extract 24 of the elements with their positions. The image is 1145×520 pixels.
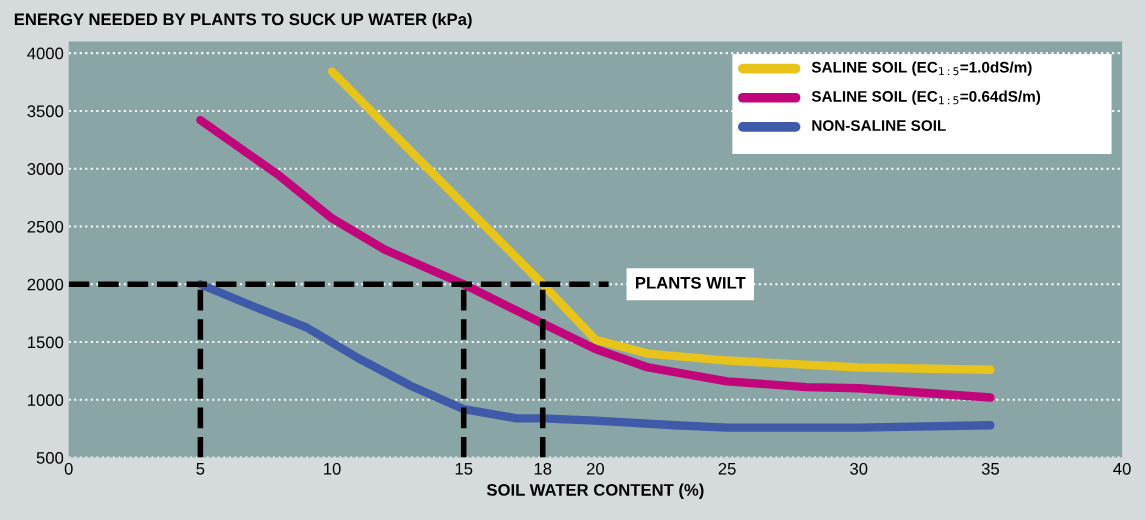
ref-line-label: PLANTS WILT (636, 276, 746, 289)
x-axis-title: SOIL WATER CONTENT (%) (486, 483, 704, 500)
y-tick-label: 3000 (27, 163, 64, 175)
x-tick-label: 10 (324, 462, 341, 475)
x-tick-label: 20 (586, 462, 605, 475)
legend-label: SALINE SOIL (EC$_{1:5}$=1.0dS/m) (811, 61, 1032, 76)
legend-label: NON-SALINE SOIL (812, 120, 946, 131)
x-tick-label: 18 (534, 462, 552, 475)
y-tick-label: 1500 (28, 336, 64, 349)
y-axis-title: ENERGY NEEDED BY PLANTS TO SUCK UP WATER (kPa) (14, 13, 472, 29)
y-tick-label: 500 (36, 452, 64, 464)
x-tick-label: 35 (981, 462, 999, 475)
y-tick-label: 4000 (27, 47, 64, 60)
x-tick-label: 40 (1113, 462, 1131, 475)
y-tick-label: 1000 (28, 394, 64, 407)
y-tick-label: 2500 (27, 220, 64, 233)
legend-label: SALINE SOIL (EC$_{1:5}$=0.64dS/m) (811, 90, 1041, 105)
x-tick-label: 5 (196, 463, 205, 475)
x-tick-label: 30 (850, 462, 868, 475)
y-tick-label: 2000 (27, 278, 64, 291)
x-tick-label: 15 (455, 463, 473, 475)
x-tick-label: 25 (718, 462, 736, 475)
y-tick-label: 3500 (27, 105, 64, 118)
x-tick-label: 0 (64, 462, 73, 475)
